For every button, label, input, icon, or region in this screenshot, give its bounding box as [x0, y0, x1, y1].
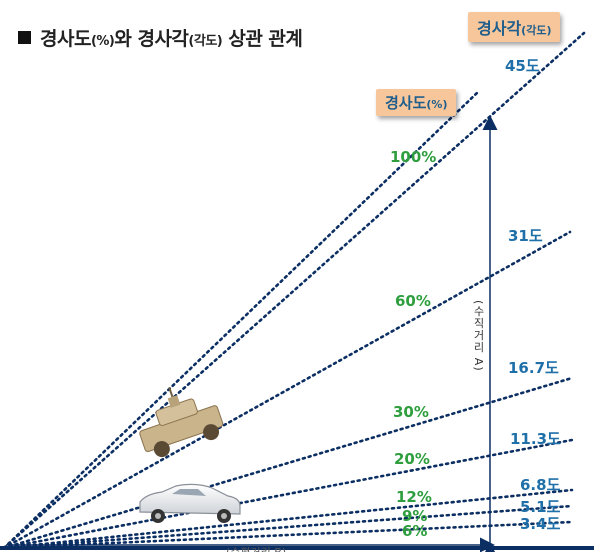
- title-tail: 상관 관계: [222, 28, 303, 50]
- slope-line-60: [2, 230, 572, 550]
- title-mid: 와 경사각: [114, 28, 189, 50]
- slope-line-30: [2, 376, 574, 550]
- angle-label-3-4: 3.4도: [520, 515, 561, 533]
- title-pct: (%): [90, 34, 115, 49]
- title-paren: (각도): [188, 34, 223, 49]
- percent-label-30: 30%: [393, 403, 429, 421]
- percent-label-6: 6%: [402, 522, 428, 540]
- percent-label-60: 60%: [395, 292, 431, 310]
- angle-label-11-3: 11.3도: [510, 430, 561, 448]
- angle-label-45: 45도: [505, 57, 540, 75]
- percent-label-9: 9%: [402, 507, 428, 525]
- slope-line-9: [2, 504, 574, 550]
- angle-badge-paren: (각도): [521, 24, 552, 37]
- angle-label-6-8: 6.8도: [520, 476, 561, 494]
- slope-line-20: [2, 438, 574, 550]
- percent-label-20: 20%: [394, 450, 430, 468]
- slope-line-6: [2, 520, 574, 550]
- slope-line-12: [2, 488, 574, 550]
- angle-label-31: 31도: [508, 227, 543, 245]
- angle-badge-main: 경사각: [477, 19, 522, 38]
- page-title: 경사도(%)와 경사각(각도) 상관 관계: [18, 24, 303, 51]
- angle-label-5-1: 5.1도: [520, 498, 561, 516]
- military-vehicle-icon: [139, 386, 224, 458]
- percent-label-12: 12%: [396, 488, 432, 506]
- title-bullet-icon: [18, 31, 31, 44]
- title-main: 경사도: [40, 28, 91, 50]
- slope-badge-main: 경사도: [385, 94, 427, 112]
- slope-line-100: [2, 90, 480, 550]
- percent-label-100: 100%: [390, 148, 437, 166]
- car-icon: [139, 483, 241, 523]
- vertical-distance-label: (수직거리 A): [472, 300, 485, 372]
- slope-badge-paren: (%): [426, 98, 448, 111]
- slope-badge: 경사도(%): [376, 89, 457, 116]
- angle-badge: 경사각(각도): [468, 12, 561, 42]
- horizontal-distance-label: (수평거리 B): [226, 544, 286, 552]
- angle-label-16-7: 16.7도: [508, 359, 559, 377]
- slope-line-45deg: [2, 31, 586, 550]
